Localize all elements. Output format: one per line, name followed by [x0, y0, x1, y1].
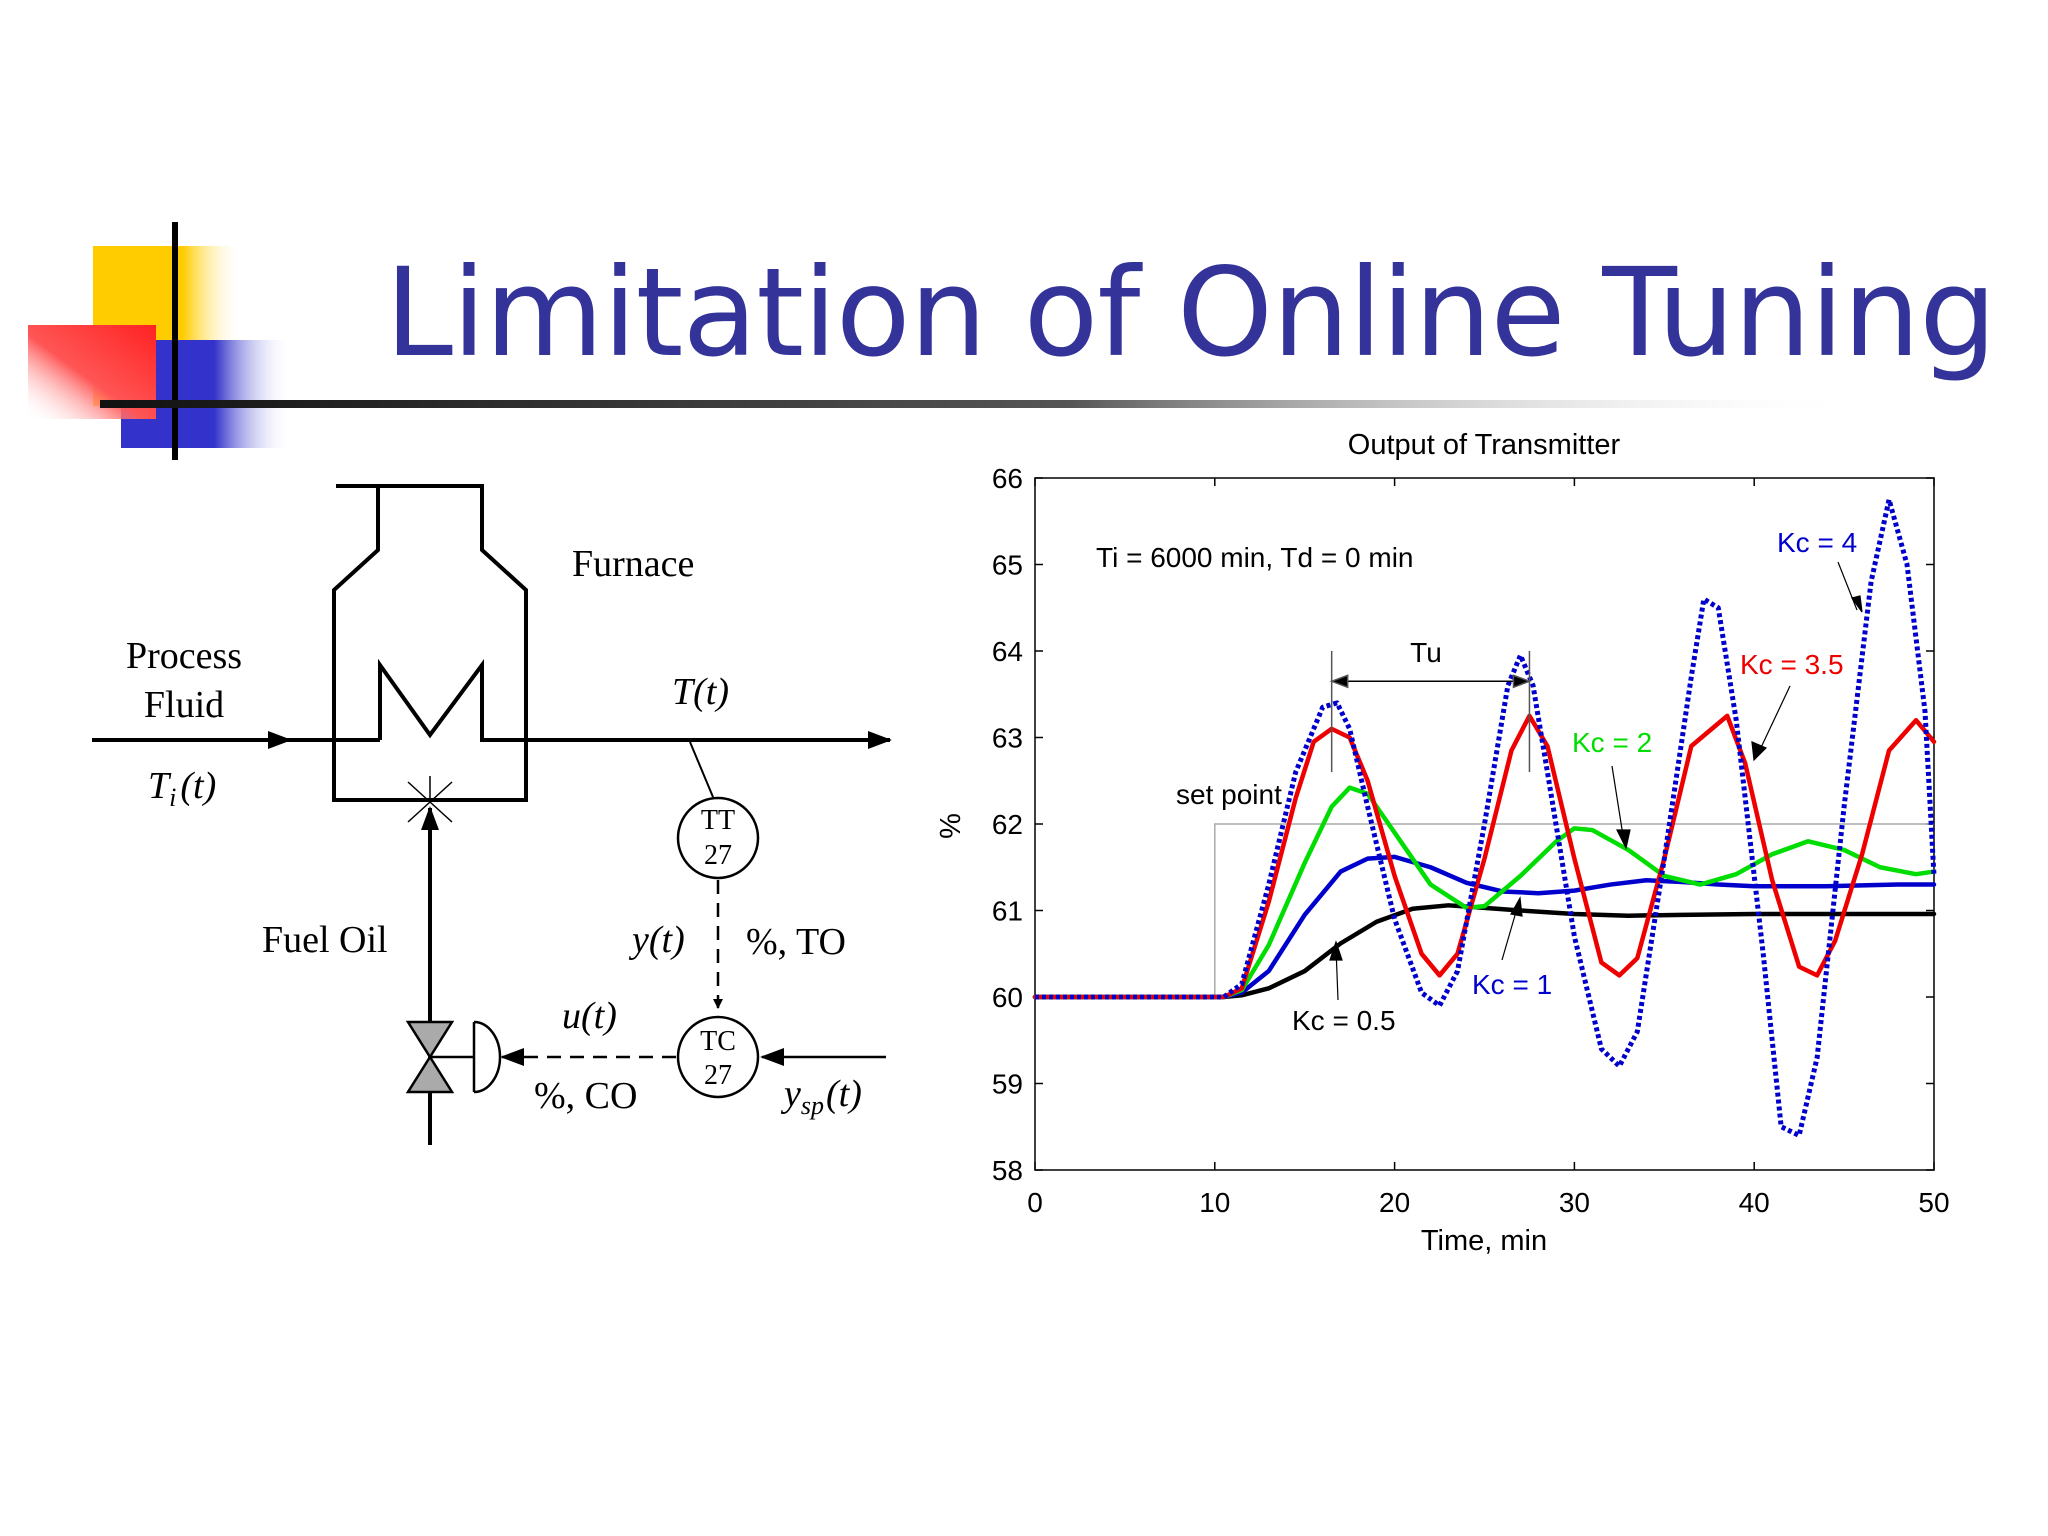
furnace-control-diagram: Furnace Process Fluid Ti (t) T(t) TT 27 T… [92, 484, 892, 1145]
label-kc-1: Kc = 1 [1472, 969, 1552, 1000]
process-fluid-label-line2: Fluid [144, 684, 224, 726]
x-tick-label: 30 [1559, 1187, 1590, 1218]
tc-controller-bubble [676, 1015, 760, 1099]
process-fluid-label-line1: Process [126, 635, 242, 677]
tu-annotation: Tu [1410, 637, 1442, 668]
label-kc-0-5: Kc = 0.5 [1292, 1005, 1396, 1036]
ti-label: Ti (t) [148, 765, 216, 812]
y-tick-label: 66 [992, 463, 1023, 494]
x-axis-title: Time, min [1421, 1225, 1547, 1257]
y-tick-label: 58 [992, 1155, 1023, 1186]
y-tick-label: 63 [992, 723, 1023, 754]
series-line-kc-2 [1032, 785, 1937, 1000]
tt-label: TT [701, 805, 735, 836]
series-line-kc-0-5 [1032, 903, 1937, 1000]
tc-label: TC [700, 1026, 736, 1057]
y-tick-label: 59 [992, 1069, 1023, 1100]
to-units-label: %, TO [746, 921, 846, 963]
label-kc-4: Kc = 4 [1777, 527, 1857, 558]
burner-icon [407, 776, 453, 823]
furnace-label: Furnace [572, 543, 694, 585]
series-line-kc-4 [1035, 497, 1937, 1138]
label-leaders [1329, 561, 1863, 1001]
tc-number: 27 [704, 1060, 732, 1091]
x-tick-label: 50 [1918, 1187, 1949, 1218]
u-signal-label: u(t) [562, 995, 617, 1037]
setpoint-annotation: set point [1176, 779, 1282, 810]
label-kc-2: Kc = 2 [1572, 727, 1652, 758]
x-tick-label: 40 [1739, 1187, 1770, 1218]
y-axis-title: % [935, 813, 967, 839]
setpoint-line [1214, 823, 1934, 997]
y-tick-label: 61 [992, 896, 1023, 927]
y-tick-label: 65 [992, 550, 1023, 581]
ysp-label: ysp(t) [780, 1073, 862, 1120]
co-units-label: %, CO [534, 1075, 637, 1117]
chart-title: Output of Transmitter [1348, 429, 1621, 461]
x-tick-label: 0 [1027, 1187, 1043, 1218]
plot-area [1034, 477, 1935, 1171]
t-output-label: T(t) [672, 671, 729, 713]
tu-period-marker [1329, 651, 1532, 773]
params-annotation: Ti = 6000 min, Td = 0 min [1096, 542, 1414, 573]
title-decoration [28, 222, 291, 460]
heating-coil [378, 658, 892, 749]
tu-arrow-right [1512, 674, 1532, 689]
slide-title: Limitation of Online Tuning [385, 242, 1997, 384]
y-tick-label: 62 [992, 809, 1023, 840]
furnace-body [332, 484, 528, 802]
series-line-kc-3-5 [1032, 713, 1937, 1000]
tt-number: 27 [704, 840, 732, 871]
title-underline [100, 400, 1860, 408]
y-signal-label: y(t) [628, 919, 685, 961]
x-tick-label: 20 [1379, 1187, 1410, 1218]
tu-arrow-left [1329, 674, 1349, 689]
y-tick-label: 60 [992, 982, 1023, 1013]
fuel-oil-label: Fuel Oil [262, 919, 388, 961]
control-valve-icon [405, 1020, 502, 1094]
y-tick-label: 64 [992, 636, 1023, 667]
x-tick-label: 10 [1199, 1187, 1230, 1218]
tt-instrument-bubble [676, 796, 760, 880]
series-line-kc-1 [1032, 854, 1937, 1000]
label-kc-3-5: Kc = 3.5 [1740, 649, 1844, 680]
